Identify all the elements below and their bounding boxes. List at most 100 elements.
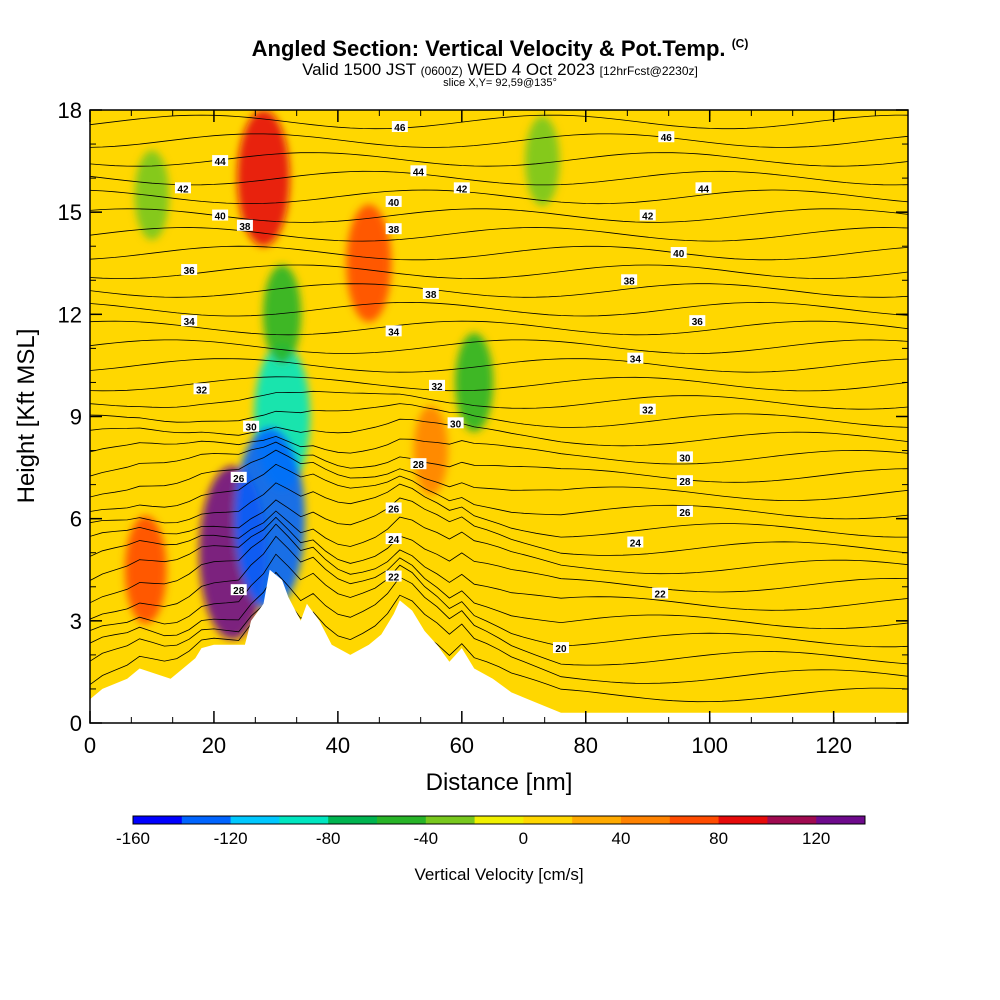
theta-label-bg xyxy=(391,121,408,133)
theta-label-36: 20 xyxy=(552,642,569,655)
theta-contour-25 xyxy=(90,227,908,242)
theta-label-text: 36 xyxy=(692,317,704,328)
theta-label-text: 32 xyxy=(431,382,443,393)
terrain xyxy=(90,569,908,723)
theta-label-bg xyxy=(676,451,693,463)
theta-label-bg xyxy=(621,274,638,286)
colorbar-swatch-13 xyxy=(767,816,817,824)
theta-contour-28 xyxy=(90,170,908,186)
theta-label-text: 42 xyxy=(642,212,654,223)
colorbar: -160 -120 -80 -40 0 40 80 120 xyxy=(116,815,866,848)
theta-label-bg xyxy=(695,182,712,194)
theta-label-bg xyxy=(676,505,693,517)
theta-label-bg xyxy=(552,642,569,654)
theta-contour-21 xyxy=(90,301,908,317)
theta-label-text: 42 xyxy=(177,184,189,195)
x-tick-label: 120 xyxy=(815,733,852,758)
colorbar-swatch-8 xyxy=(523,816,573,824)
theta-label-27: 28 xyxy=(676,475,693,488)
theta-contour-9 xyxy=(90,482,908,538)
theta-contour-14 xyxy=(90,418,908,447)
theta-label-text: 40 xyxy=(673,249,685,260)
colorbar-swatch-6 xyxy=(425,816,476,824)
y-tick-label: 9 xyxy=(70,405,82,430)
theta-label-text: 22 xyxy=(388,573,400,584)
colorbar-swatch-5 xyxy=(377,816,427,824)
colorbar-swatch-2 xyxy=(230,816,280,824)
theta-label-bg xyxy=(230,584,247,596)
theta-label-5: 42 xyxy=(174,182,191,195)
x-tick-label: 20 xyxy=(202,733,226,758)
theta-label-bg xyxy=(429,379,446,391)
theta-label-0: 46 xyxy=(391,121,408,134)
velocity-feature-5 xyxy=(346,204,392,323)
theta-contour-13 xyxy=(90,435,908,465)
chart-subtitle: Valid 1500 JST (0600Z) WED 4 Oct 2023 [1… xyxy=(0,60,1000,80)
theta-label-text: 38 xyxy=(624,276,636,287)
theta-label-text: 24 xyxy=(388,535,400,546)
theta-label-text: 46 xyxy=(394,123,406,134)
theta-label-23: 30 xyxy=(243,420,260,434)
theta-contour-16 xyxy=(90,390,908,410)
theta-label-text: 30 xyxy=(679,453,691,464)
theta-label-32: 24 xyxy=(627,536,644,550)
y-axis-label: Height [Kft MSL] xyxy=(13,329,40,504)
theta-contour-2 xyxy=(90,571,908,666)
theta-contour-6 xyxy=(90,516,908,593)
theta-contour-11 xyxy=(90,449,908,501)
theta-label-2: 44 xyxy=(212,155,229,168)
velocity-feature-6 xyxy=(455,333,494,432)
theta-contour-8 xyxy=(90,497,908,556)
theta-label-13: 38 xyxy=(422,287,439,301)
theta-label-text: 20 xyxy=(555,644,567,655)
theta-contours xyxy=(90,110,908,703)
theta-label-16: 36 xyxy=(689,315,706,328)
theta-label-text: 22 xyxy=(655,590,667,601)
theta-label-text: 26 xyxy=(388,504,400,515)
theta-label-text: 34 xyxy=(184,317,196,328)
theta-label-text: 36 xyxy=(184,266,196,277)
theta-contour-4 xyxy=(90,535,908,630)
colorbar-swatch-3 xyxy=(279,816,329,824)
valid-date: WED 4 Oct 2023 xyxy=(467,60,595,79)
theta-label-text: 44 xyxy=(413,167,425,178)
colorbar-tick-label: -160 xyxy=(116,829,150,848)
theta-label-4: 44 xyxy=(695,182,712,195)
colorbar-swatch-4 xyxy=(328,816,378,824)
utc-time: (0600Z) xyxy=(420,64,463,78)
theta-contour-1 xyxy=(90,584,908,684)
theta-label-bg xyxy=(385,195,402,207)
theta-label-text: 34 xyxy=(630,355,642,366)
theta-label-24: 30 xyxy=(447,417,464,430)
theta-label-bg xyxy=(627,536,644,548)
theta-label-bg xyxy=(670,247,687,259)
theta-label-22: 32 xyxy=(639,403,656,417)
colorbar-swatch-12 xyxy=(718,816,768,824)
theta-label-20: 32 xyxy=(193,383,210,396)
theta-label-bg xyxy=(658,131,675,143)
colorbar-frame xyxy=(132,815,866,825)
velocity-feature-8 xyxy=(525,116,560,206)
theta-label-bg xyxy=(236,219,253,231)
colorbar-tick-label: 120 xyxy=(802,829,830,848)
theta-label-19: 34 xyxy=(627,352,644,366)
theta-contour-5 xyxy=(90,523,908,611)
theta-label-bg xyxy=(639,403,656,415)
theta-label-bg xyxy=(385,533,402,545)
colorbar-swatch-7 xyxy=(474,816,524,824)
theta-label-bg xyxy=(212,155,229,167)
theta-label-bg xyxy=(689,315,706,327)
y-tick-label: 12 xyxy=(58,302,82,327)
theta-contour-18 xyxy=(90,358,908,373)
colorbar-swatch-0 xyxy=(133,816,183,824)
theta-contour-27 xyxy=(90,189,908,205)
theta-label-bg xyxy=(385,570,402,582)
theta-label-10: 40 xyxy=(670,247,687,260)
colorbar-tick-label: 0 xyxy=(519,829,528,848)
theta-label-34: 22 xyxy=(652,587,669,601)
theta-label-bg xyxy=(243,420,260,432)
theta-label-6: 42 xyxy=(453,182,470,195)
x-axis-label: Distance [nm] xyxy=(426,769,573,796)
theta-label-bg xyxy=(181,264,198,276)
theta-label-bg xyxy=(181,315,198,327)
